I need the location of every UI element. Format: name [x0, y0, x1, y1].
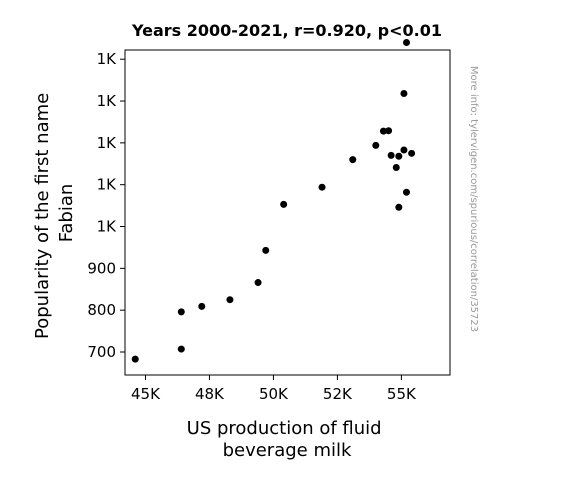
y-tick-label: 1K [97, 134, 118, 152]
data-point [131, 355, 139, 363]
y-tick-label: 1K [97, 92, 118, 110]
data-points [131, 38, 416, 363]
y-axis-label: Popularity of the first name Fabian [32, 87, 77, 339]
plot-area [124, 49, 451, 376]
y-tick-label: 1K [97, 176, 118, 194]
x-tick-label: 45K [131, 385, 161, 403]
y-tick-label: 700 [87, 343, 116, 361]
data-point [402, 188, 410, 196]
data-point [400, 146, 408, 154]
data-point [280, 200, 288, 208]
x-axis-label: US production of fluid beverage milk [187, 418, 388, 461]
data-point [387, 151, 395, 159]
y-tick-label: 900 [87, 259, 116, 277]
data-point [385, 127, 393, 135]
x-axis-label-line-2: beverage milk [223, 440, 352, 461]
data-point [226, 296, 234, 304]
y-tick-label: 1K [97, 218, 118, 236]
data-point [402, 38, 410, 46]
data-point [400, 90, 408, 98]
x-tick-label: 50K [259, 385, 289, 403]
data-point [177, 345, 185, 353]
data-point [395, 152, 403, 160]
x-tick-label: 55K [387, 385, 417, 403]
data-point [395, 203, 403, 211]
data-point [254, 279, 262, 287]
data-point [392, 164, 400, 172]
data-point [177, 308, 185, 316]
chart-title: Years 2000-2021, r=0.920, p<0.01 [131, 21, 442, 40]
data-point [372, 141, 380, 149]
y-axis-label-line-1: Popularity of the first name [32, 93, 53, 339]
x-axis-label-line-1: US production of fluid [187, 418, 382, 439]
x-tick-label: 48K [195, 385, 225, 403]
y-tick-label: 800 [87, 301, 116, 319]
data-point [349, 156, 357, 164]
data-point [198, 302, 206, 310]
data-point [318, 183, 326, 191]
data-point [262, 246, 270, 254]
data-point [379, 127, 387, 135]
y-axis-label-line-2: Fabian [56, 184, 77, 243]
y-tick-label: 1K [97, 50, 118, 68]
x-tick-label: 52K [323, 385, 353, 403]
data-point [408, 149, 416, 157]
x-axis: 45K 48K 50K 52K 55K [131, 375, 417, 403]
source-watermark: More info: tylervigen.com/spurious/corre… [468, 66, 479, 332]
y-axis: 700 800 900 1K 1K 1K 1K 1K [87, 50, 125, 361]
